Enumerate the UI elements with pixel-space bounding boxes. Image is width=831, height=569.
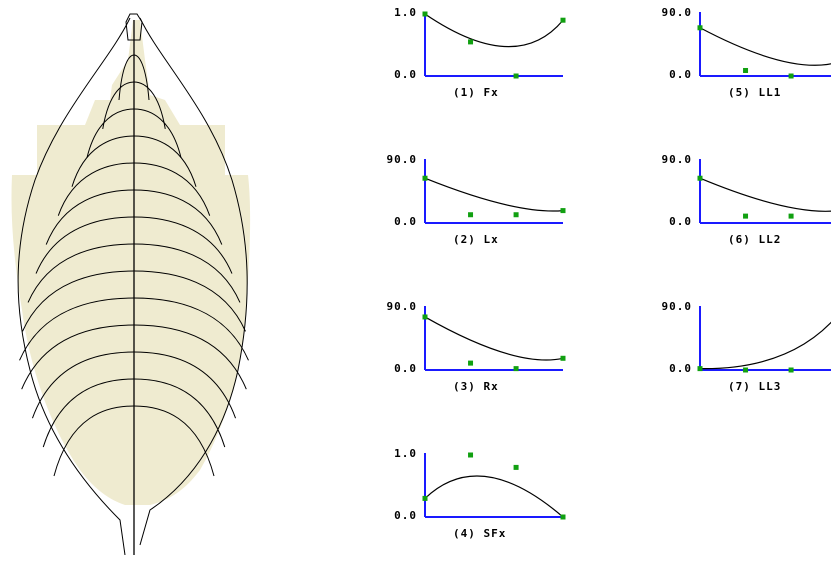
y-min-label: 0.0: [394, 215, 417, 228]
control-point[interactable]: [468, 360, 474, 366]
plot-canvas: [422, 306, 566, 372]
plot-ll3: 90.0 0.0 (7) LL3: [630, 300, 831, 422]
control-point[interactable]: [468, 212, 474, 218]
leaf-contour-line: [21, 324, 247, 390]
y-max-label: 1.0: [394, 6, 417, 19]
control-point[interactable]: [560, 17, 566, 23]
control-point[interactable]: [697, 366, 703, 372]
leaf-model-view: [11, 13, 251, 555]
leaf-contour-line: [86, 108, 182, 158]
leaf-silhouette: [11, 20, 251, 505]
control-point[interactable]: [422, 314, 428, 320]
leaf-contour-line: [57, 162, 211, 216]
plot-ll1: 90.0 0.0 (5) LL1: [630, 6, 831, 128]
control-point[interactable]: [468, 452, 474, 458]
leaf-contour-line: [118, 54, 150, 101]
plot-caption: (7) LL3: [728, 380, 782, 393]
plot-lx: 90.0 0.0 (2) Lx: [355, 153, 566, 275]
control-point[interactable]: [513, 212, 519, 218]
plot-caption: (6) LL2: [728, 233, 782, 246]
control-point[interactable]: [743, 367, 749, 373]
plot-canvas: [697, 159, 831, 224]
plot-curve: [699, 177, 831, 212]
plot-caption: (2) Lx: [453, 233, 499, 246]
control-point[interactable]: [788, 73, 794, 79]
leaf-contours: [19, 54, 249, 477]
y-min-label: 0.0: [394, 68, 417, 81]
control-point[interactable]: [697, 175, 703, 181]
control-point[interactable]: [422, 495, 428, 501]
y-min-label: 0.0: [669, 68, 692, 81]
plot-canvas: [422, 159, 566, 224]
y-max-label: 90.0: [386, 153, 417, 166]
y-min-label: 0.0: [394, 362, 417, 375]
y-max-label: 90.0: [661, 153, 692, 166]
plot-sfx: 1.0 0.0 (4) SFx: [355, 447, 566, 569]
leaf-contour-line: [102, 81, 166, 130]
y-max-label: 90.0: [386, 300, 417, 313]
control-point[interactable]: [422, 11, 428, 17]
leaf-contour-line: [27, 243, 241, 303]
plot-canvas: [422, 11, 566, 79]
leaf-contour-line: [71, 135, 197, 187]
plot-curve: [699, 321, 831, 370]
plot-canvas: [697, 12, 831, 79]
control-point[interactable]: [697, 25, 703, 31]
leaf-outline: [17, 17, 248, 555]
leaf-contour-line: [19, 297, 249, 361]
control-point[interactable]: [468, 39, 474, 45]
y-min-label: 0.0: [669, 362, 692, 375]
plot-caption: (4) SFx: [453, 527, 507, 540]
y-max-label: 90.0: [661, 300, 692, 313]
leaf-contour-line: [35, 216, 233, 274]
control-point[interactable]: [513, 73, 519, 79]
plot-canvas: [697, 306, 831, 373]
plot-curve: [424, 316, 564, 361]
control-point[interactable]: [513, 464, 519, 470]
plot-caption: (1) Fx: [453, 86, 499, 99]
plot-rx: 90.0 0.0 (3) Rx: [355, 300, 566, 422]
control-point[interactable]: [788, 213, 794, 219]
plot-curve: [424, 13, 564, 48]
control-point[interactable]: [560, 355, 566, 361]
plot-curve: [699, 27, 831, 66]
plot-canvas: [422, 452, 566, 520]
leaf-contour-line: [45, 189, 223, 245]
y-max-label: 1.0: [394, 447, 417, 460]
control-point[interactable]: [743, 213, 749, 219]
plot-curve: [424, 475, 564, 518]
plot-caption: (5) LL1: [728, 86, 782, 99]
y-max-label: 90.0: [661, 6, 692, 19]
leaf-contour-line: [31, 351, 237, 419]
control-point[interactable]: [743, 67, 749, 73]
y-min-label: 0.0: [669, 215, 692, 228]
y-min-label: 0.0: [394, 509, 417, 522]
leaf-contour-line: [22, 270, 246, 332]
control-point[interactable]: [560, 208, 566, 214]
control-point[interactable]: [513, 366, 519, 372]
leaf-tip: [125, 13, 143, 41]
plot-curve: [424, 177, 564, 212]
control-point[interactable]: [560, 514, 566, 520]
control-point[interactable]: [788, 367, 794, 373]
plot-fx: 1.0 0.0 (1) Fx: [355, 6, 566, 128]
plot-caption: (3) Rx: [453, 380, 499, 393]
leaf-contour-line: [53, 405, 215, 477]
plot-ll2: 90.0 0.0 (6) LL2: [630, 153, 831, 275]
control-point[interactable]: [422, 175, 428, 181]
leaf-contour-line: [42, 378, 226, 448]
